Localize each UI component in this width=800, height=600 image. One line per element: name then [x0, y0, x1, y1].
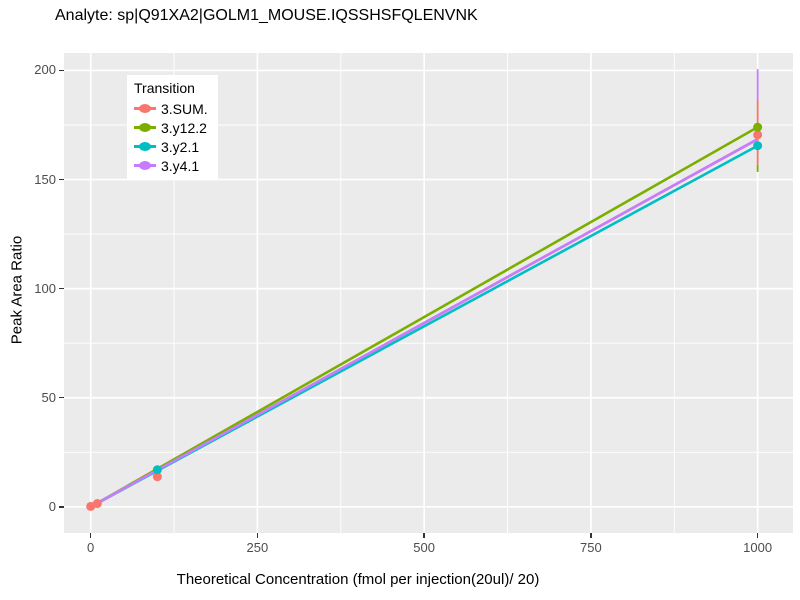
- data-point-3.SUM.: [152, 472, 162, 482]
- y-tick-mark: [59, 178, 64, 181]
- legend-item-3.SUM.: 3.SUM.: [134, 100, 208, 117]
- legend-key-dot: [139, 142, 151, 151]
- plot-canvas: [64, 53, 793, 533]
- legend-key-icon: [134, 121, 156, 135]
- y-tick-label: 150: [34, 171, 56, 187]
- legend-key-icon: [134, 140, 156, 154]
- legend-item-3.y2.1: 3.y2.1: [134, 138, 208, 155]
- legend-key-icon: [134, 102, 156, 116]
- legend-item-label: 3.SUM.: [161, 100, 208, 117]
- legend-item-label: 3.y12.2: [161, 119, 207, 136]
- x-tick-mark: [256, 533, 259, 538]
- x-tick-label: 0: [87, 540, 95, 555]
- y-tick-mark: [59, 506, 64, 508]
- x-tick-mark: [756, 533, 759, 538]
- y-tick-label: 0: [48, 498, 56, 514]
- y-tick-label: 100: [34, 280, 56, 296]
- x-axis-title: Theoretical Concentration (fmol per inje…: [176, 571, 540, 588]
- legend-item-label: 3.y2.1: [161, 138, 200, 155]
- data-point-3.y12.2: [753, 122, 763, 132]
- legend-key-dot: [139, 123, 151, 132]
- data-point-3.SUM.: [92, 499, 102, 509]
- legend-key-dot: [139, 161, 151, 170]
- x-tick-label: 500: [413, 540, 436, 555]
- legend-item-label: 3.y4.1: [161, 157, 200, 174]
- data-point-3.y2.1: [152, 465, 162, 475]
- y-tick-label: 200: [34, 62, 56, 78]
- legend-item-3.y12.2: 3.y12.2: [134, 119, 208, 136]
- data-point-3.SUM.: [753, 130, 763, 140]
- legend-key-dot: [139, 104, 151, 113]
- x-tick-label: 1000: [743, 540, 773, 555]
- y-tick-mark: [59, 287, 64, 290]
- y-tick-mark: [59, 396, 64, 399]
- x-tick-mark: [423, 533, 425, 538]
- fit-line-3.y12.2: [90, 126, 759, 508]
- y-tick-label: 50: [41, 389, 56, 405]
- x-tick-mark: [590, 533, 592, 538]
- y-tick-mark: [59, 69, 64, 72]
- fit-line-3.y4.1: [90, 138, 759, 508]
- x-tick-label: 250: [246, 540, 269, 555]
- legend: Transition 3.SUM. 3.y12.2 3.y2.1 3.y4.1: [127, 75, 218, 180]
- legend-key-icon: [134, 159, 156, 173]
- legend-item-3.y4.1: 3.y4.1: [134, 157, 208, 174]
- x-tick-mark: [89, 533, 92, 538]
- data-point-3.y2.1: [753, 141, 763, 151]
- chart-title: Analyte: sp|Q91XA2|GOLM1_MOUSE.IQSSHSFQL…: [55, 7, 478, 24]
- legend-items: 3.SUM. 3.y12.2 3.y2.1 3.y4.1: [134, 100, 208, 174]
- x-tick-label: 750: [580, 540, 602, 555]
- legend-title: Transition: [134, 80, 195, 96]
- y-axis-title: Peak Area Ratio: [8, 235, 26, 345]
